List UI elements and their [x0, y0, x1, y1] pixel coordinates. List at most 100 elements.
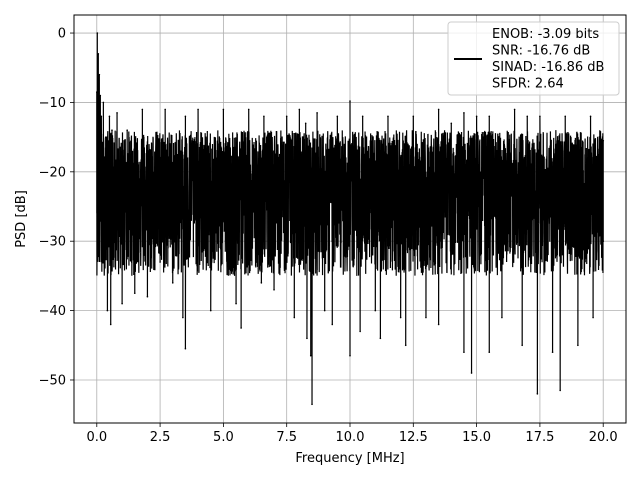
psd-data-point — [559, 389, 561, 392]
psd-data-point — [488, 351, 491, 354]
y-tick-label: −50 — [39, 373, 66, 388]
psd-data-point — [133, 292, 136, 295]
psd-data-point — [387, 115, 389, 118]
plot-area — [95, 32, 605, 406]
x-tick-label: 5.0 — [213, 430, 234, 445]
y-tick-label: 0 — [58, 27, 66, 42]
psd-data-point — [412, 115, 415, 118]
psd-data-point — [102, 101, 105, 104]
psd-data-point — [109, 323, 112, 326]
legend-entry-sinad: SINAD: -16.86 dB — [492, 60, 604, 75]
psd-data-point — [184, 115, 187, 118]
x-tick-label: 12.5 — [399, 430, 428, 445]
psd-data-point — [103, 205, 106, 208]
psd-data-point — [106, 309, 109, 312]
axis-ticks: 0.0 2.5 5.0 7.5 10.0 12.5 15.0 17.5 20.0 0 −10 −20 −… — [39, 27, 618, 445]
y-tick-label: −30 — [39, 235, 66, 250]
psd-data-point — [437, 108, 440, 111]
psd-data-point — [536, 393, 539, 395]
psd-data-point — [564, 115, 567, 118]
psd-data-point — [349, 100, 351, 102]
psd-data-point — [99, 94, 102, 97]
psd-data-point — [425, 316, 427, 319]
psd-data-point — [101, 219, 104, 222]
psd-data-point — [311, 403, 313, 406]
psd-data-point — [475, 115, 478, 118]
psd-data-point — [100, 198, 102, 201]
psd-data-point — [298, 108, 301, 111]
psd-data-point — [470, 372, 473, 374]
psd-data-point — [513, 108, 516, 111]
psd-series-line — [96, 33, 604, 405]
psd-data-point — [182, 316, 184, 319]
psd-data-point — [101, 171, 103, 173]
psd-data-point — [240, 327, 242, 329]
psd-data-point — [159, 261, 161, 263]
psd-data-point — [336, 115, 339, 118]
psd-data-point — [121, 302, 123, 305]
y-axis-label: PSD [dB] — [14, 190, 29, 248]
psd-data-point — [577, 344, 579, 347]
legend-entry-sfdr: SFDR: 2.64 — [492, 77, 564, 92]
psd-data-point — [306, 337, 308, 340]
psd-data-point — [104, 136, 107, 138]
psd-data-point — [97, 53, 100, 55]
psd-data-point — [99, 164, 101, 166]
psd-data-point — [304, 122, 307, 125]
psd-data-point — [260, 282, 263, 284]
psd-data-point — [349, 354, 351, 357]
psd-data-point — [463, 351, 465, 354]
psd-data-point — [316, 112, 318, 114]
y-tick-label: −10 — [39, 96, 66, 111]
psd-data-point — [106, 191, 108, 194]
x-tick-label: 0.0 — [86, 430, 107, 445]
psd-data-point — [197, 108, 199, 111]
psd-data-point — [404, 344, 407, 347]
psd-data-point — [602, 139, 605, 142]
psd-data-point — [551, 351, 554, 354]
psd-data-point — [359, 330, 361, 333]
psd-data-point — [592, 316, 594, 319]
psd-data-point — [309, 354, 312, 357]
psd-data-point — [171, 282, 174, 284]
psd-data-point — [361, 115, 364, 118]
psd-data-point — [184, 347, 187, 350]
psd-data-point — [111, 129, 113, 131]
psd-data-point — [463, 112, 465, 114]
psd-data-point — [521, 344, 523, 347]
psd-data-point — [589, 115, 592, 118]
psd-data-point — [108, 115, 111, 118]
psd-data-point — [323, 309, 326, 312]
psd-data-point — [501, 316, 503, 319]
psd-data-point — [293, 316, 296, 319]
legend-entry-snr: SNR: -16.76 dB — [492, 44, 590, 59]
psd-data-point — [374, 309, 377, 312]
psd-data-point — [539, 115, 541, 118]
psd-data-point — [526, 115, 529, 118]
x-tick-label: 17.5 — [525, 430, 554, 445]
legend: ENOB: -3.09 bits SNR: -16.76 dB SINAD: -… — [447, 21, 620, 96]
y-tick-label: −20 — [39, 165, 66, 180]
x-tick-label: 7.5 — [276, 430, 297, 445]
x-tick-label: 10.0 — [336, 430, 365, 445]
psd-data-point — [102, 254, 104, 256]
psd-data-point — [113, 219, 116, 222]
psd-data-point — [273, 288, 275, 291]
psd-data-point — [141, 108, 144, 111]
psd-data-point — [379, 337, 382, 340]
psd-data-point — [126, 129, 128, 131]
x-tick-label: 15.0 — [462, 430, 491, 445]
psd-data-point — [164, 108, 166, 111]
psd-data-point — [602, 240, 605, 243]
x-tick-label: 2.5 — [150, 430, 171, 445]
psd-data-point — [100, 115, 103, 118]
psd-data-point — [247, 108, 250, 111]
x-axis-label: Frequency [MHz] — [295, 451, 404, 466]
psd-data-point — [235, 302, 237, 305]
psd-data-point — [96, 32, 99, 34]
psd-data-point — [437, 323, 440, 326]
psd-data-point — [209, 309, 212, 312]
psd-data-point — [488, 115, 491, 118]
psd-data-point — [399, 316, 402, 319]
